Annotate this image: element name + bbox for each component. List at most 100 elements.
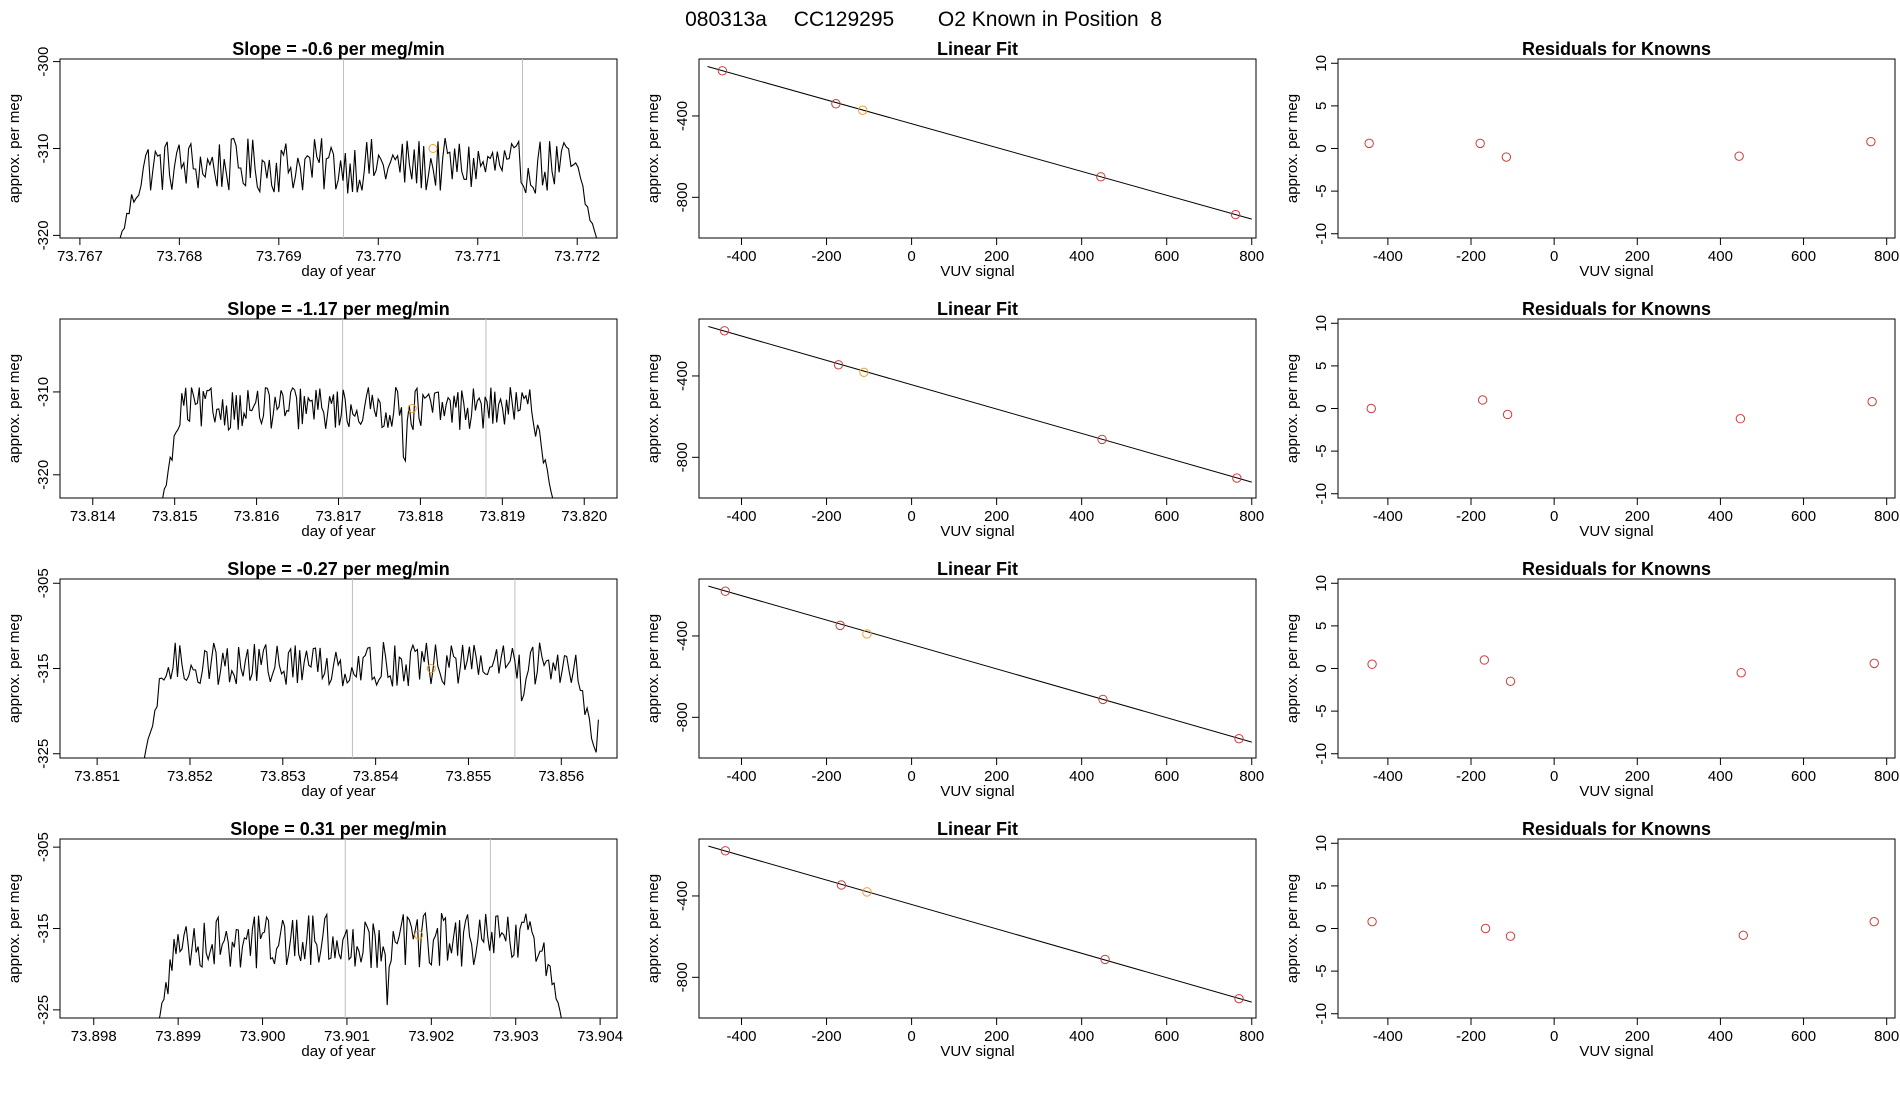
data-point xyxy=(1097,434,1107,445)
x-tick-label: 0 xyxy=(907,1028,915,1045)
panel-title: Residuals for Knowns xyxy=(1522,559,1711,579)
panel-title: Slope = -0.27 per meg/min xyxy=(227,559,450,579)
y-tick-label: -305 xyxy=(35,568,52,598)
x-tick-label: 0 xyxy=(1550,1028,1558,1045)
y-axis-label: approx. per meg xyxy=(645,354,662,463)
highlight-point xyxy=(426,664,436,673)
y-tick-label: 0 xyxy=(1313,924,1330,932)
panel-title: Slope = 0.31 per meg/min xyxy=(230,819,447,839)
x-axis: 73.814 73.815 73.816 73.817 73.818 73.819 73.8… xyxy=(70,497,607,525)
x-tick-label: 400 xyxy=(1069,508,1094,525)
data-point xyxy=(717,66,728,76)
y-axis: -325 -315 -305 xyxy=(35,568,61,769)
x-tick-label: 800 xyxy=(1874,248,1899,265)
x-tick-label: 73.817 xyxy=(316,508,362,525)
highlight-point xyxy=(428,144,438,153)
y-tick-label: -310 xyxy=(35,133,52,163)
plot-area xyxy=(707,66,1252,220)
data-point xyxy=(1477,395,1488,405)
x-axis: 73.898 73.899 73.900 73.901 73.902 73.903 73.9… xyxy=(71,1017,623,1045)
cylinder-id: CC129295 xyxy=(794,8,894,31)
data-point xyxy=(1866,136,1876,147)
x-tick-label: 73.768 xyxy=(156,248,202,265)
highlight-point xyxy=(414,930,424,940)
run-id: 080313a xyxy=(685,8,767,31)
panel-r3-c3: Residuals for Knowns -400 -200 0 200 400 600 80… xyxy=(1284,559,1899,800)
y-axis-label: approx. per meg xyxy=(6,614,23,723)
x-tick-label: -400 xyxy=(1373,248,1403,265)
x-tick-label: 73.851 xyxy=(74,768,120,785)
x-tick-label: -200 xyxy=(1456,768,1486,785)
x-tick-label: 0 xyxy=(1550,248,1558,265)
data-point xyxy=(1100,954,1110,965)
x-tick-label: 800 xyxy=(1239,508,1264,525)
panel-title: Residuals for Knowns xyxy=(1522,819,1711,839)
panel-title: Linear Fit xyxy=(937,39,1018,59)
data-point xyxy=(1364,138,1374,149)
x-axis: -400 -200 0 200 400 600 800 xyxy=(1373,237,1899,265)
data-point xyxy=(1096,172,1106,182)
x-axis: -400 -200 0 200 400 600 800 xyxy=(1373,1017,1899,1045)
y-axis-label: approx. per meg xyxy=(6,94,23,203)
x-tick-label: 73.902 xyxy=(408,1028,454,1045)
data-point xyxy=(1738,930,1748,941)
x-tick-label: 0 xyxy=(1550,508,1558,525)
panel-r2-c2: Linear Fit -400 -200 0 200 400 600 800 VUV signa… xyxy=(645,299,1264,540)
fit-line xyxy=(708,585,1252,743)
data-point xyxy=(1475,138,1485,149)
x-axis: 73.851 73.852 73.853 73.854 73.855 73.856 xyxy=(74,757,584,785)
x-tick-label: 73.852 xyxy=(167,768,213,785)
y-tick-label: -10 xyxy=(1313,223,1330,245)
highlight-point xyxy=(407,404,417,413)
data-point xyxy=(862,629,872,639)
x-tick-label: 73.815 xyxy=(152,508,198,525)
y-axis-label: approx. per meg xyxy=(1284,614,1301,723)
x-tick-label: -400 xyxy=(1373,768,1403,785)
x-axis-label: VUV signal xyxy=(1579,263,1653,280)
y-tick-label: -10 xyxy=(1313,743,1330,765)
data-point xyxy=(862,887,872,897)
x-tick-label: 0 xyxy=(907,508,915,525)
panel-r4-c1: Slope = 0.31 per meg/min 73.898 73.899 73.9… xyxy=(6,819,623,1060)
data-point xyxy=(720,586,731,596)
plot-frame xyxy=(698,578,1257,759)
y-tick-label: -5 xyxy=(1313,704,1330,717)
data-point xyxy=(1480,923,1491,934)
data-point xyxy=(1867,396,1877,407)
y-axis-label: approx. per meg xyxy=(645,874,662,983)
x-tick-label: 200 xyxy=(1625,1028,1650,1045)
x-tick-label: 200 xyxy=(984,248,1009,265)
y-tick-label: -315 xyxy=(35,913,52,943)
plot-frame xyxy=(1337,58,1896,239)
y-tick-label: -325 xyxy=(35,995,52,1025)
position-label: O2 Known in Position 8 xyxy=(938,8,1162,31)
x-axis-label: day of year xyxy=(301,523,375,540)
y-tick-label: 5 xyxy=(1313,622,1330,630)
x-tick-label: 73.816 xyxy=(234,508,280,525)
plot-frame xyxy=(698,58,1257,239)
x-tick-label: 800 xyxy=(1874,508,1899,525)
data-point xyxy=(1736,668,1746,678)
panel-title: Residuals for Knowns xyxy=(1522,39,1711,59)
x-tick-label: 800 xyxy=(1239,1028,1264,1045)
y-tick-label: -5 xyxy=(1313,444,1330,457)
x-tick-label: 400 xyxy=(1708,768,1733,785)
x-tick-label: 0 xyxy=(907,768,915,785)
y-tick-label: -10 xyxy=(1313,1003,1330,1025)
y-tick-label: 5 xyxy=(1313,362,1330,370)
x-tick-label: -200 xyxy=(1456,248,1486,265)
y-axis-label: approx. per meg xyxy=(1284,354,1301,463)
data-point xyxy=(836,880,847,890)
x-tick-label: 200 xyxy=(984,1028,1009,1045)
y-axis-label: approx. per meg xyxy=(1284,874,1301,983)
panel-title: Slope = -1.17 per meg/min xyxy=(227,299,450,319)
panel-r1-c3: Residuals for Knowns -400 -200 0 200 400 600 80… xyxy=(1284,39,1899,280)
plot-area xyxy=(1364,136,1876,162)
y-tick-label: -800 xyxy=(674,442,691,472)
data-point xyxy=(831,99,841,109)
x-tick-label: 0 xyxy=(1550,768,1558,785)
